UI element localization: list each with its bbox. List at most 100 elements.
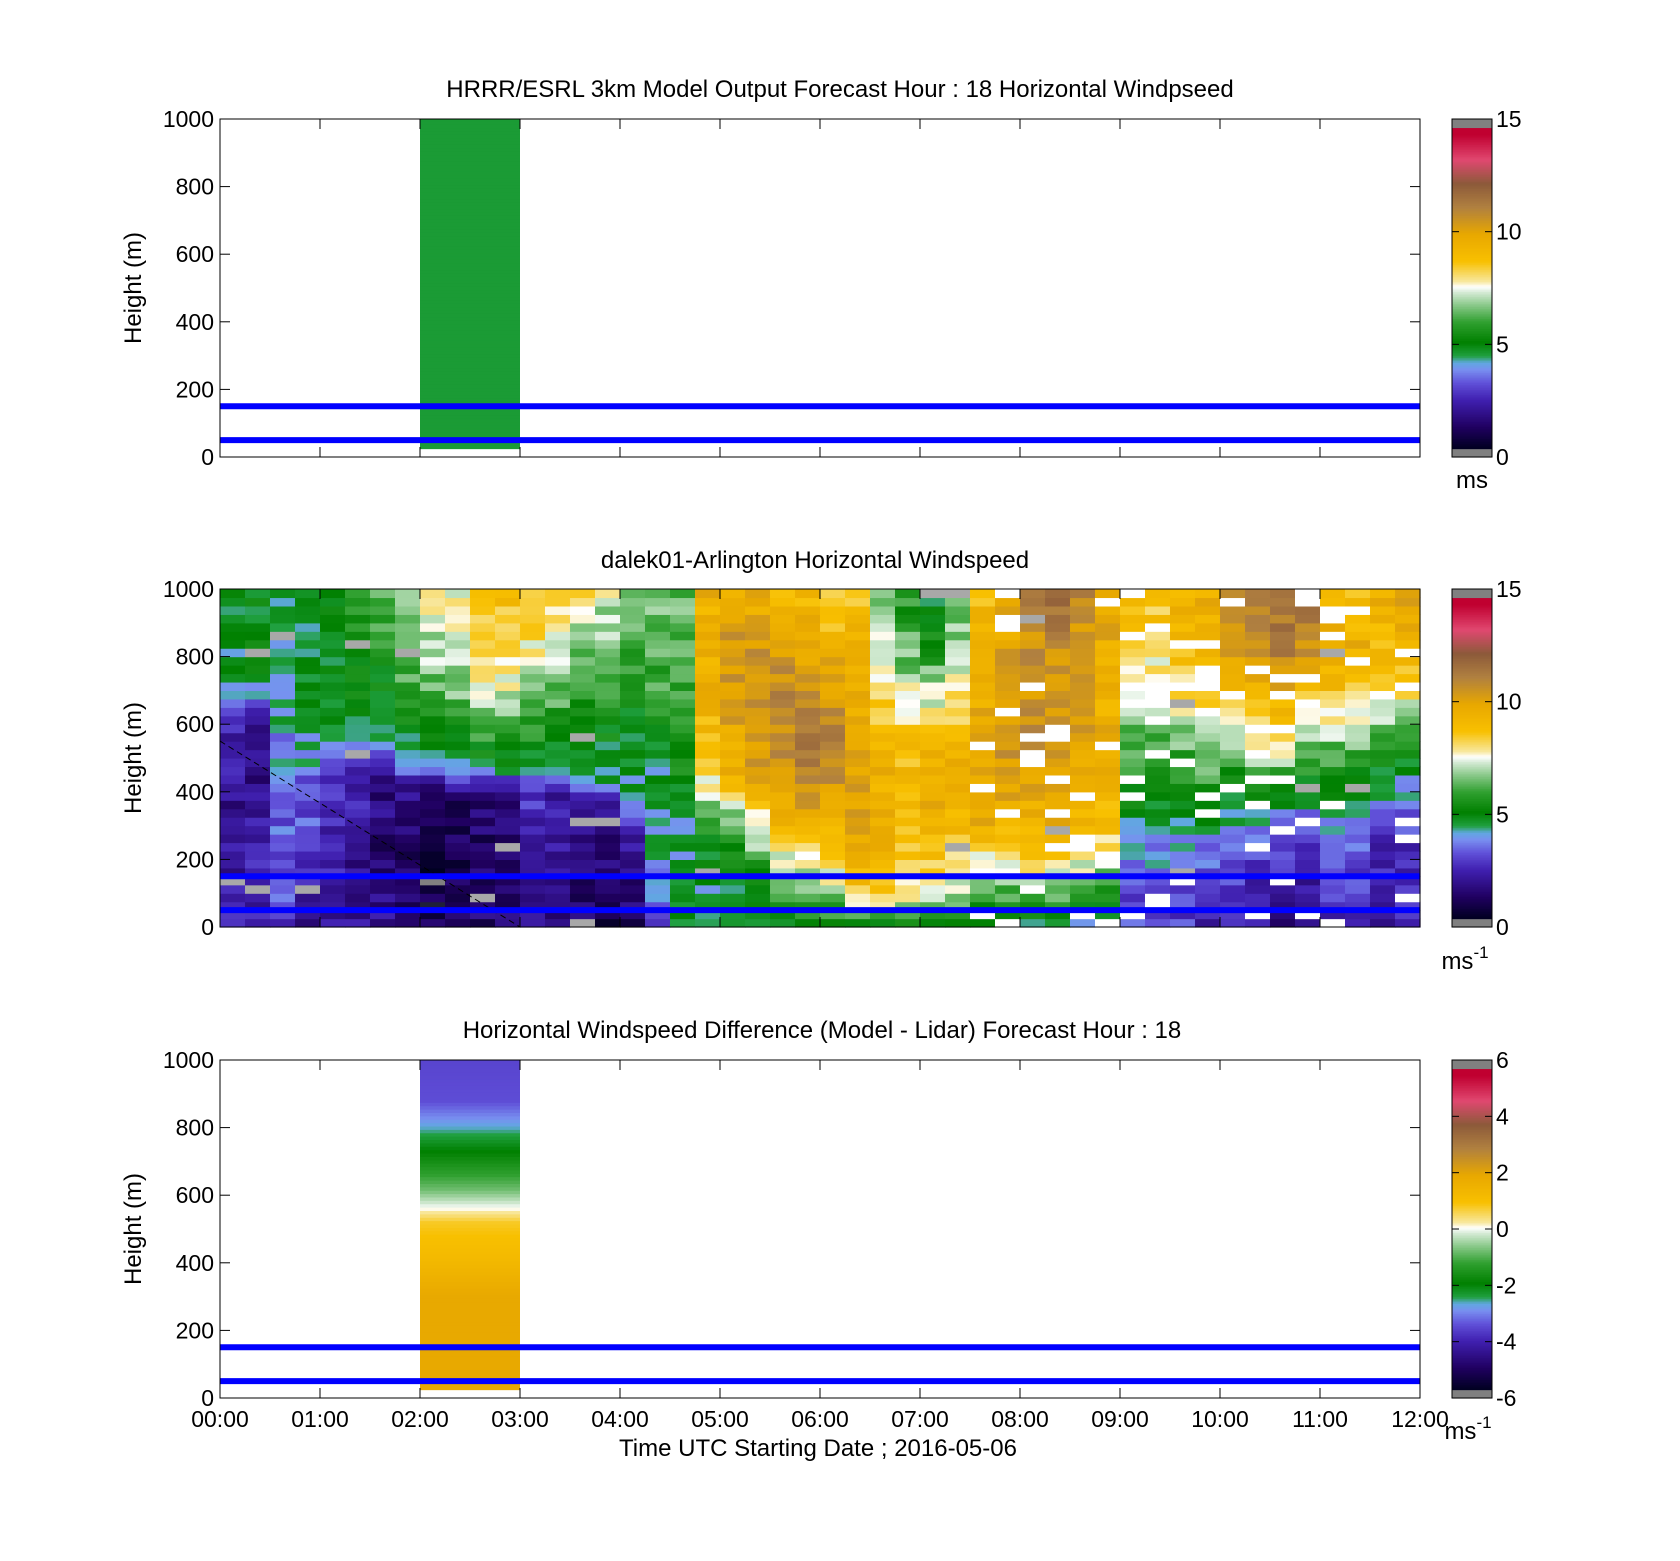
panel-lidar-cell	[270, 605, 296, 615]
panel-lidar-cell	[295, 758, 321, 768]
panel-lidar-cell	[545, 834, 571, 844]
panel-lidar-colorbar-swatch	[1452, 899, 1492, 903]
panel-lidar-cell	[845, 842, 871, 852]
panel-lidar-cell	[745, 707, 771, 717]
panel-diff-colorbar-swatch	[1452, 1068, 1492, 1071]
panel-lidar-cell	[720, 918, 746, 928]
panel-diff-colorbar-swatch	[1452, 1308, 1492, 1311]
panel-diff-cell	[420, 1220, 520, 1225]
panel-model-cell	[420, 343, 520, 348]
panel-lidar-cell	[720, 867, 746, 877]
panel-lidar-cell	[1345, 707, 1371, 717]
panel-lidar-cell	[795, 605, 821, 615]
panel-lidar-cell	[445, 808, 471, 818]
panel-lidar-cell	[295, 715, 321, 725]
panel-lidar-colorbar-swatch	[1452, 854, 1492, 857]
panel-model-colorbar-swatch	[1452, 223, 1492, 227]
panel-model-cell	[420, 124, 520, 129]
panel-lidar-colorbar-swatch	[1452, 889, 1492, 893]
panel-lidar-cell	[495, 589, 521, 599]
panel-lidar-cell	[1370, 673, 1396, 683]
panel-model-colorbar-swatch	[1452, 255, 1492, 259]
panel-lidar-cell	[1170, 707, 1196, 717]
panel-lidar-colorbar-swatch	[1452, 856, 1492, 859]
panel-model-colorbar-swatch	[1452, 184, 1492, 188]
panel-lidar-colorbar-swatch	[1452, 813, 1492, 817]
panel-lidar-cell	[645, 800, 671, 810]
panel-lidar-cell	[1045, 589, 1071, 599]
panel-lidar-cell	[1270, 774, 1296, 784]
panel-lidar-cell	[320, 766, 346, 776]
panel-lidar-cell	[970, 859, 996, 869]
panel-diff-colorbar-swatch	[1452, 1103, 1492, 1107]
panel-lidar-cell	[620, 648, 646, 658]
panel-diff-colorbar-swatch	[1452, 1061, 1492, 1064]
panel-lidar-cell	[1370, 859, 1396, 869]
panel-lidar-cell	[670, 884, 696, 894]
panel-lidar-cell	[595, 876, 621, 886]
panel-lidar-cell	[1220, 681, 1246, 691]
panel-diff-y-tick-label: 600	[176, 1182, 214, 1208]
panel-lidar-cell	[445, 732, 471, 742]
panel-lidar-cell	[645, 893, 671, 903]
panel-lidar-cell	[470, 690, 496, 700]
panel-lidar-cell	[1045, 783, 1071, 793]
panel-lidar-cell	[1195, 766, 1221, 776]
panel-lidar-cell	[445, 724, 471, 734]
panel-lidar-cell	[345, 867, 371, 877]
panel-model-colorbar-swatch	[1452, 203, 1492, 206]
panel-lidar-cell	[970, 707, 996, 717]
panel-model-colorbar-swatch	[1452, 232, 1492, 235]
panel-lidar-cell	[270, 673, 296, 683]
panel-lidar-cell	[495, 893, 521, 903]
panel-model-colorbar-swatch	[1452, 409, 1492, 412]
panel-lidar-cell	[520, 867, 546, 877]
panel-lidar-cell	[770, 859, 796, 869]
panel-lidar-cell	[620, 876, 646, 886]
panel-lidar-cell	[870, 876, 896, 886]
panel-lidar-cell	[270, 741, 296, 751]
panel-lidar-cell	[795, 918, 821, 928]
panel-lidar-cell	[1220, 622, 1246, 632]
panel-lidar-cell	[695, 766, 721, 776]
panel-lidar-cell	[870, 589, 896, 599]
panel-lidar-cell	[345, 901, 371, 911]
panel-lidar-cell	[370, 791, 396, 801]
panel-lidar-colorbar-swatch	[1452, 668, 1492, 671]
panel-lidar-cell	[1195, 850, 1221, 860]
panel-lidar-colorbar-swatch	[1452, 727, 1492, 730]
panel-lidar-cell	[495, 622, 521, 632]
panel-lidar-cell	[1345, 749, 1371, 759]
panel-lidar-cell	[620, 884, 646, 894]
panel-lidar-cell	[470, 605, 496, 615]
panel-lidar-cell	[220, 910, 246, 920]
panel-lidar-cell	[1045, 698, 1071, 708]
panel-model-colorbar-swatch	[1452, 433, 1492, 436]
panel-lidar-cell	[1195, 715, 1221, 725]
panel-lidar-dashed-segment	[219, 740, 521, 928]
panel-lidar-cell	[445, 834, 471, 844]
panel-lidar-cell	[920, 910, 946, 920]
panel-lidar-cell	[1295, 910, 1321, 920]
panel-lidar-cell	[1370, 901, 1396, 911]
panel-lidar-colorbar-swatch	[1452, 634, 1492, 637]
panel-lidar-cell	[420, 783, 446, 793]
panel-lidar-cell	[995, 850, 1021, 860]
panel-lidar-cell	[370, 690, 396, 700]
panel-lidar-cell	[845, 648, 871, 658]
panel-lidar-cell	[595, 639, 621, 649]
panel-lidar-cell	[820, 622, 846, 632]
panel-lidar-cell	[420, 901, 446, 911]
panel-lidar-cell	[1145, 893, 1171, 903]
panel-lidar-cell	[820, 715, 846, 725]
panel-lidar-cell	[970, 766, 996, 776]
panel-lidar-cell	[1370, 715, 1396, 725]
panel-lidar-cell	[670, 597, 696, 607]
panel-lidar-cell	[820, 800, 846, 810]
panel-lidar-cell	[495, 918, 521, 928]
panel-model-cell	[420, 360, 520, 365]
panel-lidar-colorbar-swatch	[1452, 883, 1492, 886]
panel-model-colorbar-swatch	[1452, 266, 1492, 269]
panel-diff-colorbar-swatch	[1452, 1137, 1492, 1141]
